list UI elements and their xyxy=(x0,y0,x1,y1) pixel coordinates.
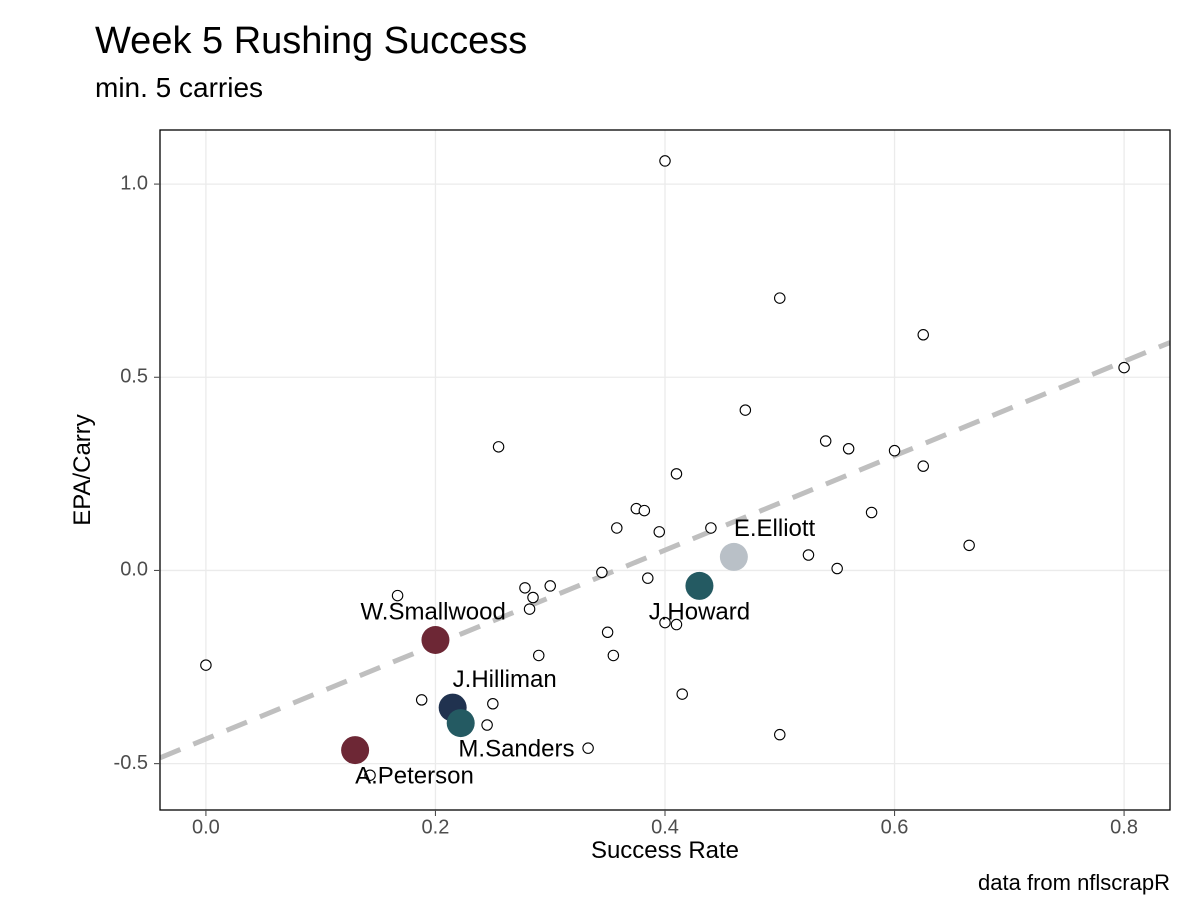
data-point xyxy=(545,581,555,591)
point-label: E.Elliott xyxy=(734,515,816,542)
data-point xyxy=(524,604,534,614)
y-axis-label: EPA/Carry xyxy=(69,414,96,526)
data-point xyxy=(832,563,842,573)
data-point xyxy=(654,527,664,537)
data-point xyxy=(964,540,974,550)
data-point xyxy=(608,650,618,660)
y-tick-label: 0.0 xyxy=(120,559,148,581)
data-point xyxy=(918,461,928,471)
chart-container: Week 5 Rushing Success min. 5 carries A.… xyxy=(0,0,1200,898)
point-label: A.Peterson xyxy=(355,763,474,790)
data-point xyxy=(416,695,426,705)
data-point xyxy=(201,660,211,670)
data-point xyxy=(740,405,750,415)
data-point xyxy=(612,523,622,533)
x-tick-label: 0.2 xyxy=(422,817,450,839)
data-point xyxy=(918,330,928,340)
data-point xyxy=(493,442,503,452)
point-label: J.Howard xyxy=(649,598,750,625)
highlight-point xyxy=(720,543,748,571)
data-point xyxy=(482,720,492,730)
data-point xyxy=(775,729,785,739)
x-axis-label: Success Rate xyxy=(591,837,739,864)
data-point xyxy=(671,469,681,479)
data-point xyxy=(528,592,538,602)
data-point xyxy=(583,743,593,753)
chart-caption: data from nflscrapR xyxy=(978,870,1170,896)
data-point xyxy=(602,627,612,637)
point-label: J.Hilliman xyxy=(453,666,557,693)
highlight-point xyxy=(421,626,449,654)
x-tick-label: 0.0 xyxy=(192,817,220,839)
highlight-point xyxy=(341,736,369,764)
data-point xyxy=(520,583,530,593)
x-tick-label: 0.6 xyxy=(881,817,909,839)
y-tick-label: 0.5 xyxy=(120,366,148,388)
data-point xyxy=(488,699,498,709)
x-ticks: 0.0 0.2 0.4 0.6 0.8 xyxy=(192,810,1138,839)
highlight-point xyxy=(447,709,475,737)
data-point xyxy=(1119,362,1129,372)
data-point xyxy=(639,505,649,515)
x-tick-label: 0.4 xyxy=(651,817,679,839)
data-point xyxy=(843,444,853,454)
scatter-plot: A.Peterson W.Smallwood J.Hilliman M.Sanders… xyxy=(0,0,1200,898)
data-point xyxy=(677,689,687,699)
point-label: M.Sanders xyxy=(458,735,574,762)
data-point xyxy=(597,567,607,577)
data-point xyxy=(775,293,785,303)
data-point xyxy=(660,156,670,166)
data-point xyxy=(889,445,899,455)
data-point xyxy=(534,650,544,660)
highlight-point xyxy=(685,572,713,600)
y-tick-label: -0.5 xyxy=(114,752,148,774)
data-point xyxy=(820,436,830,446)
x-tick-label: 0.8 xyxy=(1110,817,1138,839)
data-point xyxy=(706,523,716,533)
data-point xyxy=(866,507,876,517)
y-tick-label: 1.0 xyxy=(120,172,148,194)
data-point xyxy=(803,550,813,560)
y-ticks: -0.5 0.0 0.5 1.0 xyxy=(114,172,160,774)
data-point xyxy=(643,573,653,583)
point-label: W.Smallwood xyxy=(360,598,505,625)
